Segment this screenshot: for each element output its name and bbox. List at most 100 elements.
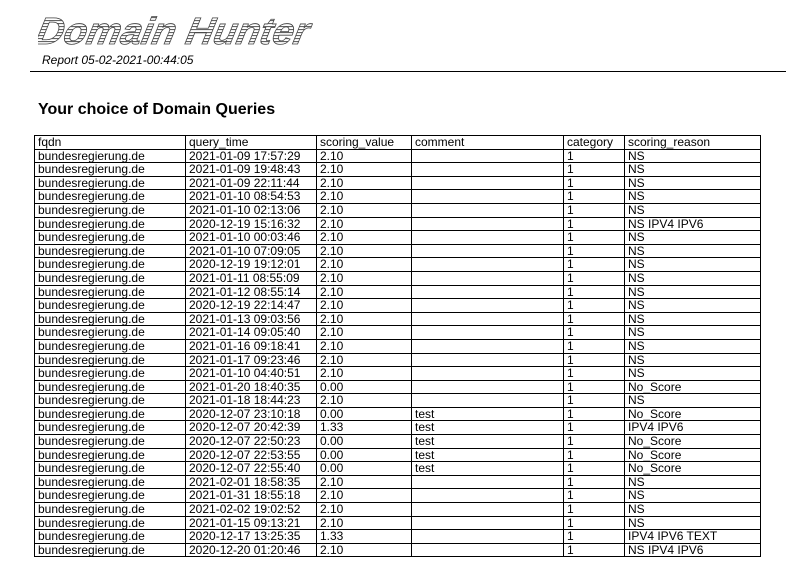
- category-cell: 1: [563, 515, 625, 531]
- fqdn-cell: bundesregierung.de: [34, 379, 186, 395]
- fqdn-cell: bundesregierung.de: [34, 202, 186, 218]
- category-cell: 1: [563, 257, 625, 272]
- category-cell: 1: [563, 461, 625, 476]
- category-cell: 1: [563, 502, 625, 517]
- comment-cell: [411, 542, 564, 558]
- query-time-cell: 2021-01-20 18:40:35: [185, 379, 317, 395]
- comment-cell: [411, 393, 564, 408]
- comment-cell: [411, 284, 564, 300]
- table-row: bundesregierung.de 2020-12-19 19:12:01 2.1…: [34, 257, 761, 272]
- scoring-reason-cell: No_Score: [624, 434, 761, 449]
- category-cell: 1: [563, 352, 625, 368]
- category-cell: 1: [563, 175, 625, 191]
- column-header-comment: comment: [411, 135, 564, 150]
- query-time-cell: 2021-01-10 00:03:46: [185, 230, 317, 245]
- comment-cell: [411, 230, 564, 245]
- query-time-cell: 2020-12-19 15:16:32: [185, 216, 317, 232]
- query-time-cell: 2020-12-07 22:53:55: [185, 447, 317, 463]
- table-row: bundesregierung.de 2020-12-17 13:25:35 1.3…: [34, 529, 761, 544]
- fqdn-cell: bundesregierung.de: [34, 420, 186, 436]
- table-row: bundesregierung.de 2021-01-11 08:55:09 2.1…: [34, 270, 761, 286]
- comment-cell: [411, 515, 564, 531]
- scoring-value-cell: 2.10: [316, 243, 412, 259]
- scoring-value-cell: 2.10: [316, 148, 412, 164]
- scoring-reason-cell: No_Score: [624, 447, 761, 463]
- category-cell: 1: [563, 338, 625, 354]
- scoring-value-cell: 2.10: [316, 515, 412, 531]
- scoring-reason-cell: No_Score: [624, 406, 761, 422]
- table-row: bundesregierung.de 2020-12-07 22:53:55 0.0…: [34, 447, 761, 463]
- scoring-reason-cell: NS: [624, 474, 761, 490]
- scoring-value-cell: 2.10: [316, 202, 412, 218]
- query-time-cell: 2021-01-16 09:18:41: [185, 338, 317, 354]
- table-row: bundesregierung.de 2021-01-15 09:13:21 2.1…: [34, 515, 761, 531]
- table-row: bundesregierung.de 2021-01-13 09:03:56 2.1…: [34, 311, 761, 327]
- category-cell: 1: [563, 379, 625, 395]
- category-cell: 1: [563, 189, 625, 204]
- category-cell: 1: [563, 148, 625, 164]
- scoring-value-cell: 2.10: [316, 270, 412, 286]
- category-cell: 1: [563, 434, 625, 449]
- category-cell: 1: [563, 216, 625, 232]
- report-timestamp: Report 05-02-2021-00:44:05: [42, 53, 194, 67]
- category-cell: 1: [563, 311, 625, 327]
- fqdn-cell: bundesregierung.de: [34, 488, 186, 504]
- query-time-cell: 2021-01-17 09:23:46: [185, 352, 317, 368]
- query-time-cell: 2021-01-10 08:54:53: [185, 189, 317, 204]
- comment-cell: [411, 325, 564, 340]
- fqdn-cell: bundesregierung.de: [34, 529, 186, 544]
- fqdn-cell: bundesregierung.de: [34, 189, 186, 204]
- scoring-reason-cell: NS: [624, 515, 761, 531]
- scoring-value-cell: 2.10: [316, 366, 412, 381]
- query-time-cell: 2021-01-18 18:44:23: [185, 393, 317, 408]
- table-row: bundesregierung.de 2021-01-20 18:40:35 0.0…: [34, 379, 761, 395]
- query-time-cell: 2020-12-19 22:14:47: [185, 298, 317, 313]
- comment-cell: test: [411, 434, 564, 449]
- table-row: bundesregierung.de 2021-01-10 04:40:51 2.1…: [34, 366, 761, 381]
- fqdn-cell: bundesregierung.de: [34, 284, 186, 300]
- query-time-cell: 2020-12-17 13:25:35: [185, 529, 317, 544]
- scoring-reason-cell: NS: [624, 488, 761, 504]
- category-cell: 1: [563, 202, 625, 218]
- scoring-reason-cell: NS: [624, 162, 761, 177]
- query-time-cell: 2021-01-12 08:55:14: [185, 284, 317, 300]
- scoring-value-cell: 0.00: [316, 406, 412, 422]
- fqdn-cell: bundesregierung.de: [34, 515, 186, 531]
- scoring-value-cell: 2.10: [316, 352, 412, 368]
- table-header-row: fqdn query_time scoring_value comment ca…: [34, 135, 761, 150]
- comment-cell: [411, 216, 564, 232]
- fqdn-cell: bundesregierung.de: [34, 270, 186, 286]
- scoring-value-cell: 2.10: [316, 175, 412, 191]
- category-cell: 1: [563, 420, 625, 436]
- table-row: bundesregierung.de 2021-01-09 19:48:43 2.1…: [34, 162, 761, 177]
- query-time-cell: 2021-01-10 07:09:05: [185, 243, 317, 259]
- comment-cell: [411, 311, 564, 327]
- table-row: bundesregierung.de 2021-01-17 09:23:46 2.1…: [34, 352, 761, 368]
- category-cell: 1: [563, 393, 625, 408]
- scoring-value-cell: 2.10: [316, 502, 412, 517]
- query-time-cell: 2021-01-10 04:40:51: [185, 366, 317, 381]
- scoring-value-cell: 2.10: [316, 298, 412, 313]
- scoring-reason-cell: No_Score: [624, 461, 761, 476]
- comment-cell: [411, 270, 564, 286]
- category-cell: 1: [563, 298, 625, 313]
- fqdn-cell: bundesregierung.de: [34, 230, 186, 245]
- scoring-reason-cell: No_Score: [624, 379, 761, 395]
- table-row: bundesregierung.de 2020-12-20 01:20:46 2.1…: [34, 542, 761, 558]
- scoring-reason-cell: NS: [624, 270, 761, 286]
- scoring-reason-cell: NS: [624, 366, 761, 381]
- comment-cell: [411, 379, 564, 395]
- scoring-value-cell: 2.10: [316, 257, 412, 272]
- query-time-cell: 2020-12-07 22:55:40: [185, 461, 317, 476]
- table-row: bundesregierung.de 2020-12-19 15:16:32 2.1…: [34, 216, 761, 232]
- scoring-reason-cell: NS: [624, 148, 761, 164]
- scoring-value-cell: 2.10: [316, 230, 412, 245]
- table-row: bundesregierung.de 2021-01-16 09:18:41 2.1…: [34, 338, 761, 354]
- comment-cell: [411, 488, 564, 504]
- scoring-reason-cell: NS: [624, 352, 761, 368]
- scoring-value-cell: 0.00: [316, 434, 412, 449]
- comment-cell: [411, 148, 564, 164]
- category-cell: 1: [563, 230, 625, 245]
- scoring-reason-cell: NS IPV4 IPV6: [624, 542, 761, 558]
- query-time-cell: 2021-01-31 18:55:18: [185, 488, 317, 504]
